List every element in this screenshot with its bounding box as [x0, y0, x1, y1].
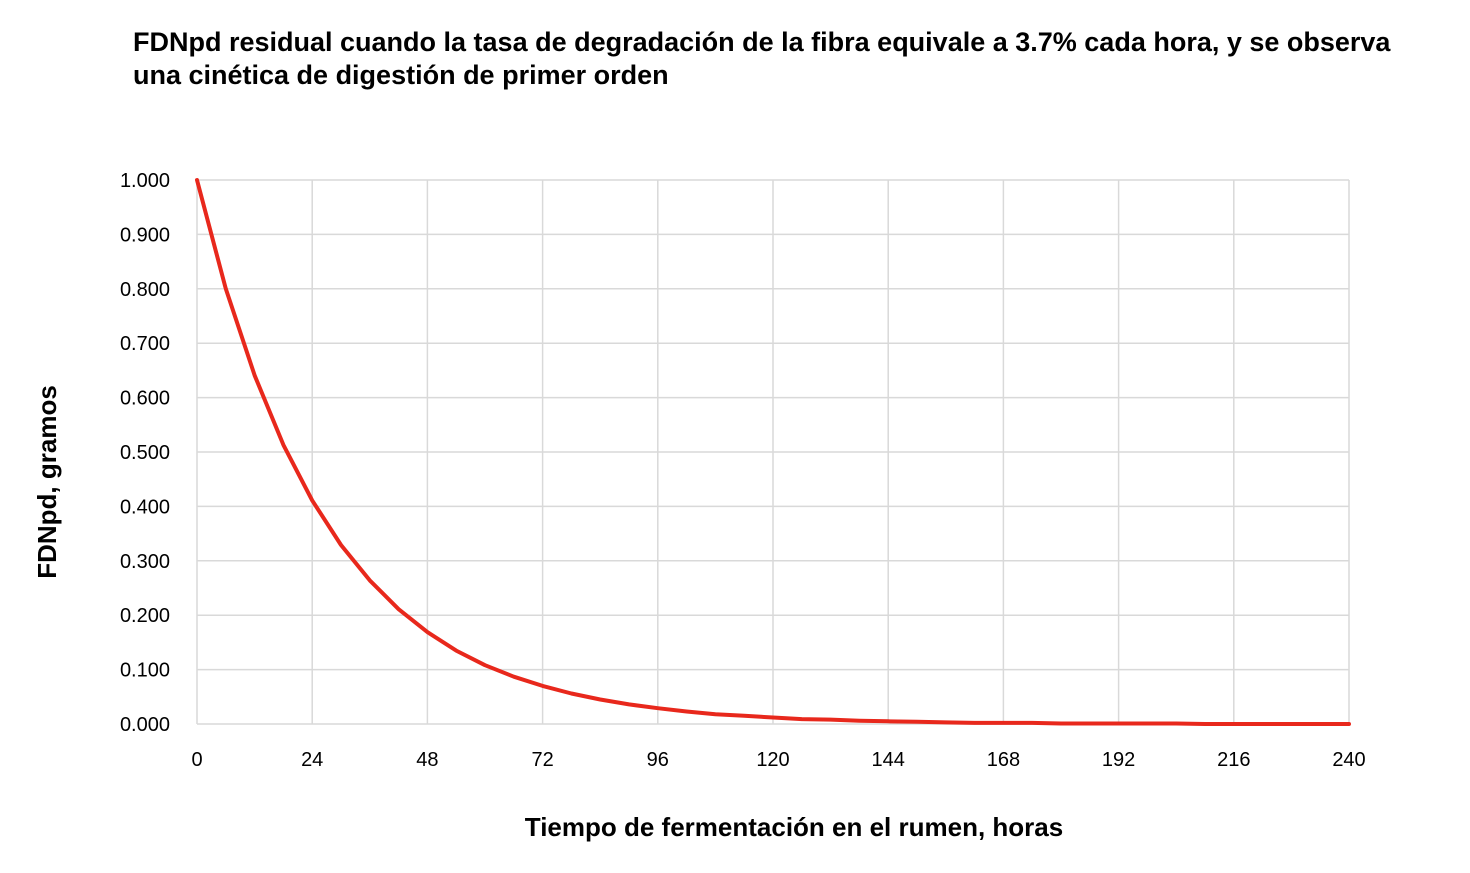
y-tick-label: 0.100	[120, 660, 170, 682]
y-tick-label: 0.500	[120, 442, 170, 464]
x-tick-label: 72	[531, 749, 553, 771]
series-line	[195, 178, 1351, 726]
y-tick-label: 0.800	[120, 279, 170, 301]
y-axis-title: FDNpd, gramos	[32, 385, 62, 579]
y-tick-labels: 0.000 0.100 0.200 0.300 0.400 0.500 0.600 0.700…	[120, 170, 170, 736]
x-axis-title: Tiempo de fermentación en el rumen, hora…	[525, 812, 1063, 842]
x-tick-label: 0	[191, 749, 202, 771]
x-tick-label: 120	[756, 749, 789, 771]
y-tick-label: 1.000	[120, 170, 170, 192]
x-tick-label: 240	[1332, 749, 1365, 771]
x-tick-label: 168	[987, 749, 1020, 771]
grid	[196, 179, 1350, 725]
x-tick-label: 48	[416, 749, 438, 771]
y-tick-label: 0.000	[120, 714, 170, 736]
x-tick-label: 24	[301, 749, 323, 771]
y-tick-label: 0.300	[120, 551, 170, 573]
x-tick-label: 144	[872, 749, 905, 771]
y-tick-label: 0.900	[120, 224, 170, 246]
y-tick-label: 0.200	[120, 605, 170, 627]
chart-title: FDNpd residual cuando la tasa de degrada…	[133, 27, 1391, 90]
x-tick-labels: 0 24 48 72 96 120 144 168 192 216 240	[191, 749, 1365, 771]
y-tick-label: 0.600	[120, 388, 170, 410]
x-tick-label: 96	[647, 749, 669, 771]
y-tick-label: 0.400	[120, 496, 170, 518]
y-tick-label: 0.700	[120, 333, 170, 355]
x-tick-label: 216	[1217, 749, 1250, 771]
x-tick-label: 192	[1102, 749, 1135, 771]
